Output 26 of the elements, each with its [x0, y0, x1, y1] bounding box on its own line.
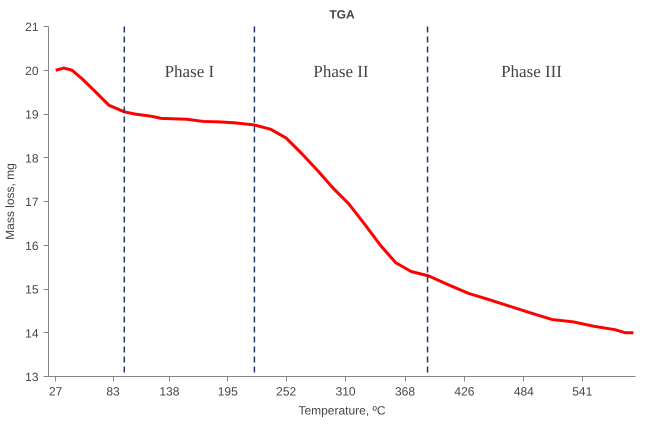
x-tick-label: 484 — [514, 384, 534, 398]
annotation: Phase I — [164, 62, 214, 81]
y-tick-label: 18 — [25, 151, 39, 166]
annotation: Phase II — [313, 62, 369, 81]
x-tick-label: 541 — [572, 384, 593, 398]
annotation: Phase III — [501, 62, 562, 81]
y-tick-label: 20 — [25, 64, 39, 78]
x-tick-label: 138 — [159, 384, 180, 398]
y-tick-label: 15 — [25, 282, 39, 296]
x-tick-label: 310 — [336, 384, 356, 398]
y-tick-label: 13 — [25, 370, 39, 384]
x-tick-label: 252 — [276, 384, 297, 398]
y-tick-label: 16 — [25, 238, 39, 253]
x-tick-label: 368 — [394, 384, 416, 398]
x-axis-title: Temperature, ºC — [298, 404, 386, 418]
line-series — [54, 66, 635, 334]
x-tick-label: 83 — [106, 384, 120, 398]
y-tick-label: 19 — [25, 108, 39, 122]
x-tick-label: 27 — [48, 384, 63, 398]
x-tick-label: 426 — [454, 384, 475, 398]
chart-title: TGA — [329, 8, 355, 22]
y-tick-label: 17 — [25, 195, 39, 209]
x-tick-label: 195 — [218, 384, 238, 398]
y-axis-title: Mass loss, mg — [3, 163, 18, 240]
y-tick-label: 21 — [25, 20, 39, 34]
y-tick-label: 14 — [25, 326, 39, 340]
